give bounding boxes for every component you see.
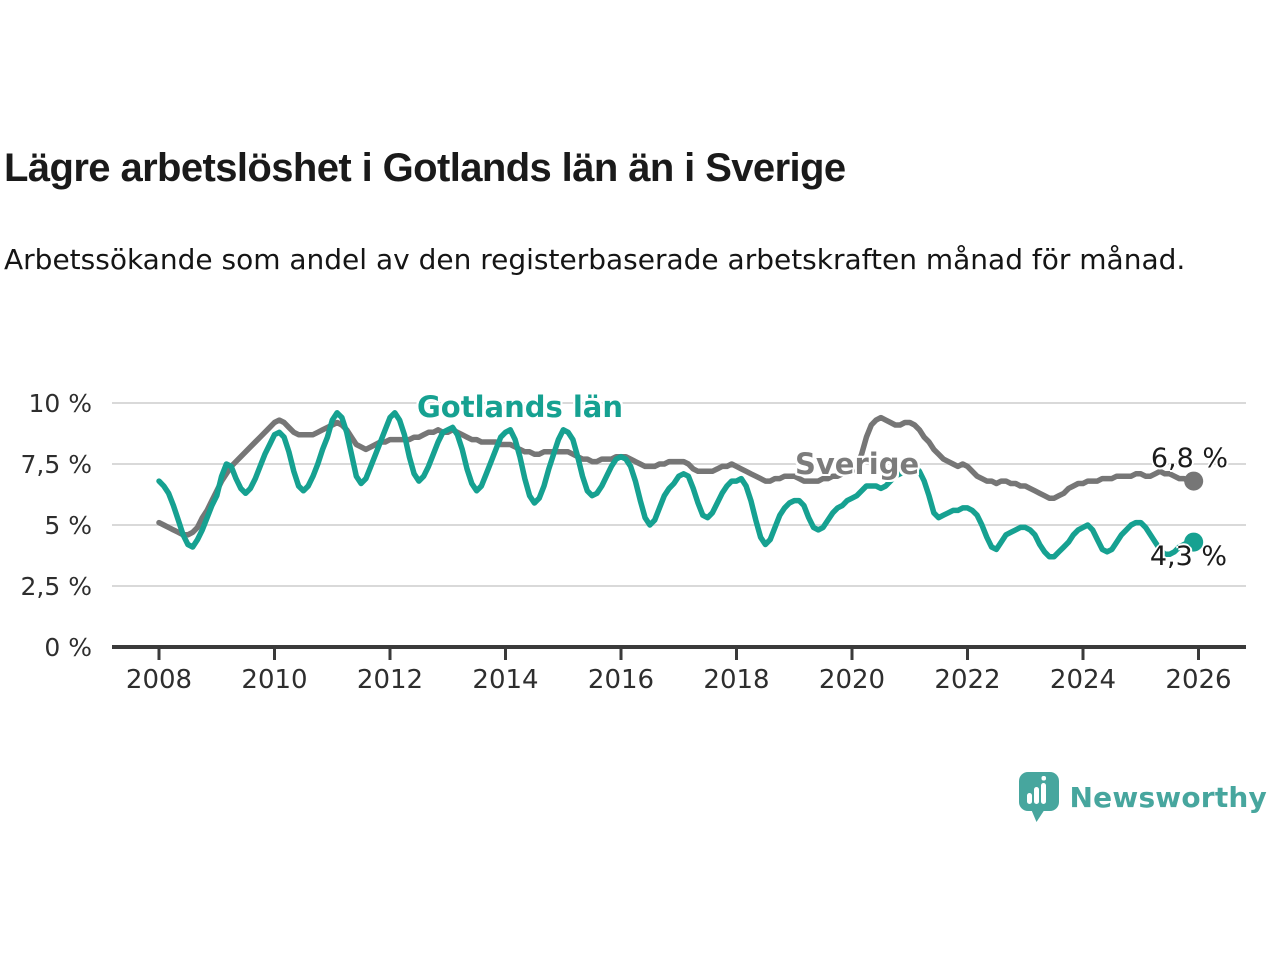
y-tick-label: 0 % <box>44 633 92 662</box>
series-label-sverige: Sverige <box>795 447 920 481</box>
x-tick-label: 2020 <box>819 665 885 695</box>
newsworthy-brand-name: Newsworthy <box>1069 781 1267 814</box>
end-value-sverige: 6,8 % <box>1150 443 1228 474</box>
y-tick-label: 2,5 % <box>21 572 92 601</box>
y-axis-tick-labels: 10 % 7,5 % 5 % 2,5 % 0 % <box>21 389 92 662</box>
x-axis <box>112 645 1246 660</box>
series-end-dots <box>1184 471 1204 552</box>
end-dot-gotlands-län <box>1184 532 1204 552</box>
line-gotlands-län <box>156 410 1197 560</box>
x-tick-label: 2012 <box>357 665 423 695</box>
series-label-gotlands-lan: Gotlands län <box>417 390 624 424</box>
page-title: Lägre arbetslöshet i Gotlands län än i S… <box>4 146 846 190</box>
y-tick-label: 5 % <box>44 511 92 540</box>
x-tick-label: 2014 <box>472 665 538 695</box>
x-tick-label: 2026 <box>1165 665 1231 695</box>
newsworthy-logo-icon <box>1018 772 1059 822</box>
x-tick-label: 2018 <box>703 665 769 695</box>
series-lines <box>156 410 1197 560</box>
x-tick-label: 2022 <box>934 665 1000 695</box>
x-tick-label: 2008 <box>126 665 192 695</box>
newsworthy-brand: Newsworthy <box>1018 771 1267 824</box>
y-tick-label: 7,5 % <box>21 450 92 479</box>
y-tick-label: 10 % <box>28 389 92 418</box>
end-value-gotlands-lan: 4,3 % <box>1149 541 1227 572</box>
x-tick-label: 2024 <box>1050 665 1116 695</box>
chart-subtitle: Arbetssökande som andel av den registerb… <box>4 243 1186 276</box>
x-axis-tick-labels: 2008 2010 2012 2014 2016 2018 2020 2022 2024 2026 <box>126 665 1232 695</box>
gridlines <box>112 402 1246 587</box>
x-tick-label: 2016 <box>588 665 654 695</box>
x-tick-label: 2010 <box>241 665 307 695</box>
end-dot-sverige <box>1184 471 1204 491</box>
